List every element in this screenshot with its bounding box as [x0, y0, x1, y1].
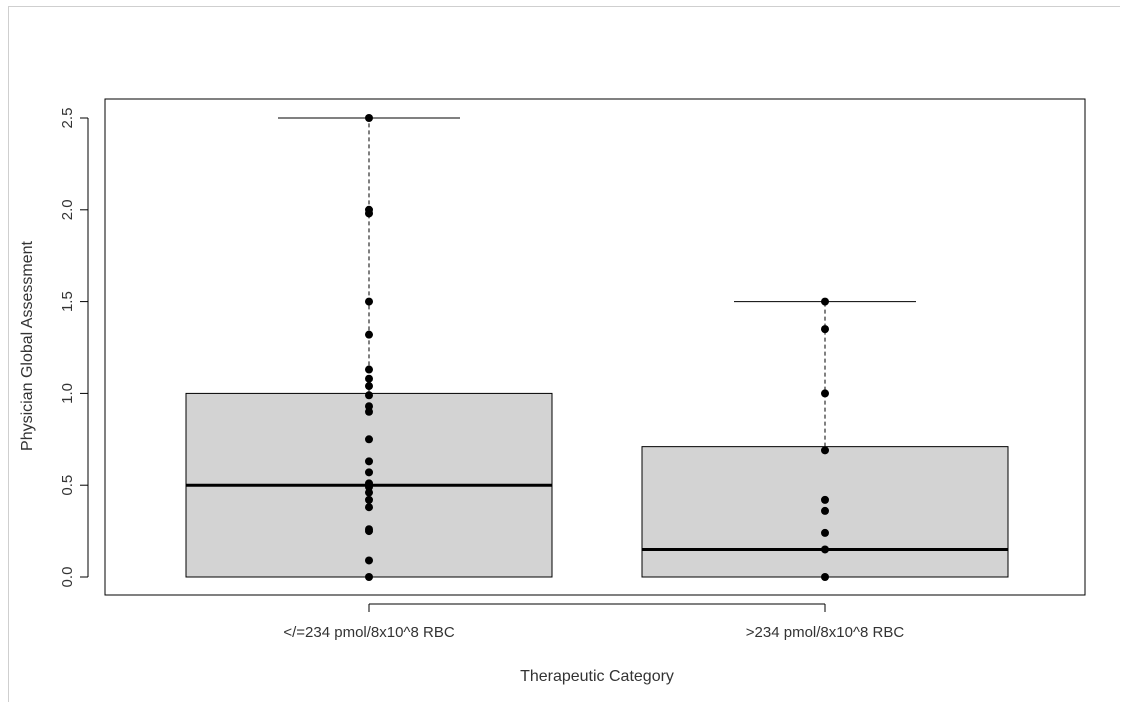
data-point: [365, 495, 373, 504]
data-point: [365, 479, 373, 488]
data-point: [365, 435, 373, 444]
data-point: [821, 506, 829, 515]
y-tick-label: 2.5: [59, 108, 76, 129]
y-tick-label: 2.0: [59, 199, 76, 220]
y-tick-label: 1.0: [59, 383, 76, 404]
y-axis-title: Physician Global Assessment: [19, 241, 36, 451]
data-point: [821, 297, 829, 306]
data-point: [365, 407, 373, 416]
data-point: [365, 382, 373, 391]
data-point: [365, 573, 373, 581]
data-point: [821, 325, 829, 334]
figure-frame: [8, 6, 1120, 702]
data-point: [365, 297, 373, 306]
x-tick-label: </=234 pmol/8x10^8 RBC: [283, 624, 454, 641]
data-point: [821, 573, 829, 581]
data-point: [365, 365, 373, 374]
data-point: [365, 330, 373, 339]
data-point: [365, 374, 373, 383]
data-point: [821, 389, 829, 398]
y-tick-label: 0.0: [59, 567, 76, 588]
data-point: [365, 556, 373, 565]
x-tick-label: >234 pmol/8x10^8 RBC: [746, 624, 905, 641]
plot-area: 0.0 0.5 1.0 1.5 2.0 2.5 </=234 pmol/8x10^8 RBC…: [59, 98, 1086, 641]
y-tick-label: 1.5: [59, 291, 76, 312]
data-point: [821, 545, 829, 554]
data-point: [365, 525, 373, 534]
data-point: [365, 468, 373, 477]
plot-border: [104, 98, 1086, 596]
data-point: [365, 402, 373, 411]
data-point: [365, 457, 373, 466]
data-point: [365, 503, 373, 512]
data-point: [365, 391, 373, 400]
data-point: [821, 528, 829, 537]
data-point: [821, 495, 829, 504]
data-point: [365, 205, 373, 214]
x-axis-title: Therapeutic Category: [520, 668, 674, 685]
y-tick-label: 0.5: [59, 475, 76, 496]
data-point: [365, 114, 373, 122]
data-point: [821, 446, 829, 455]
data-point: [365, 488, 373, 497]
